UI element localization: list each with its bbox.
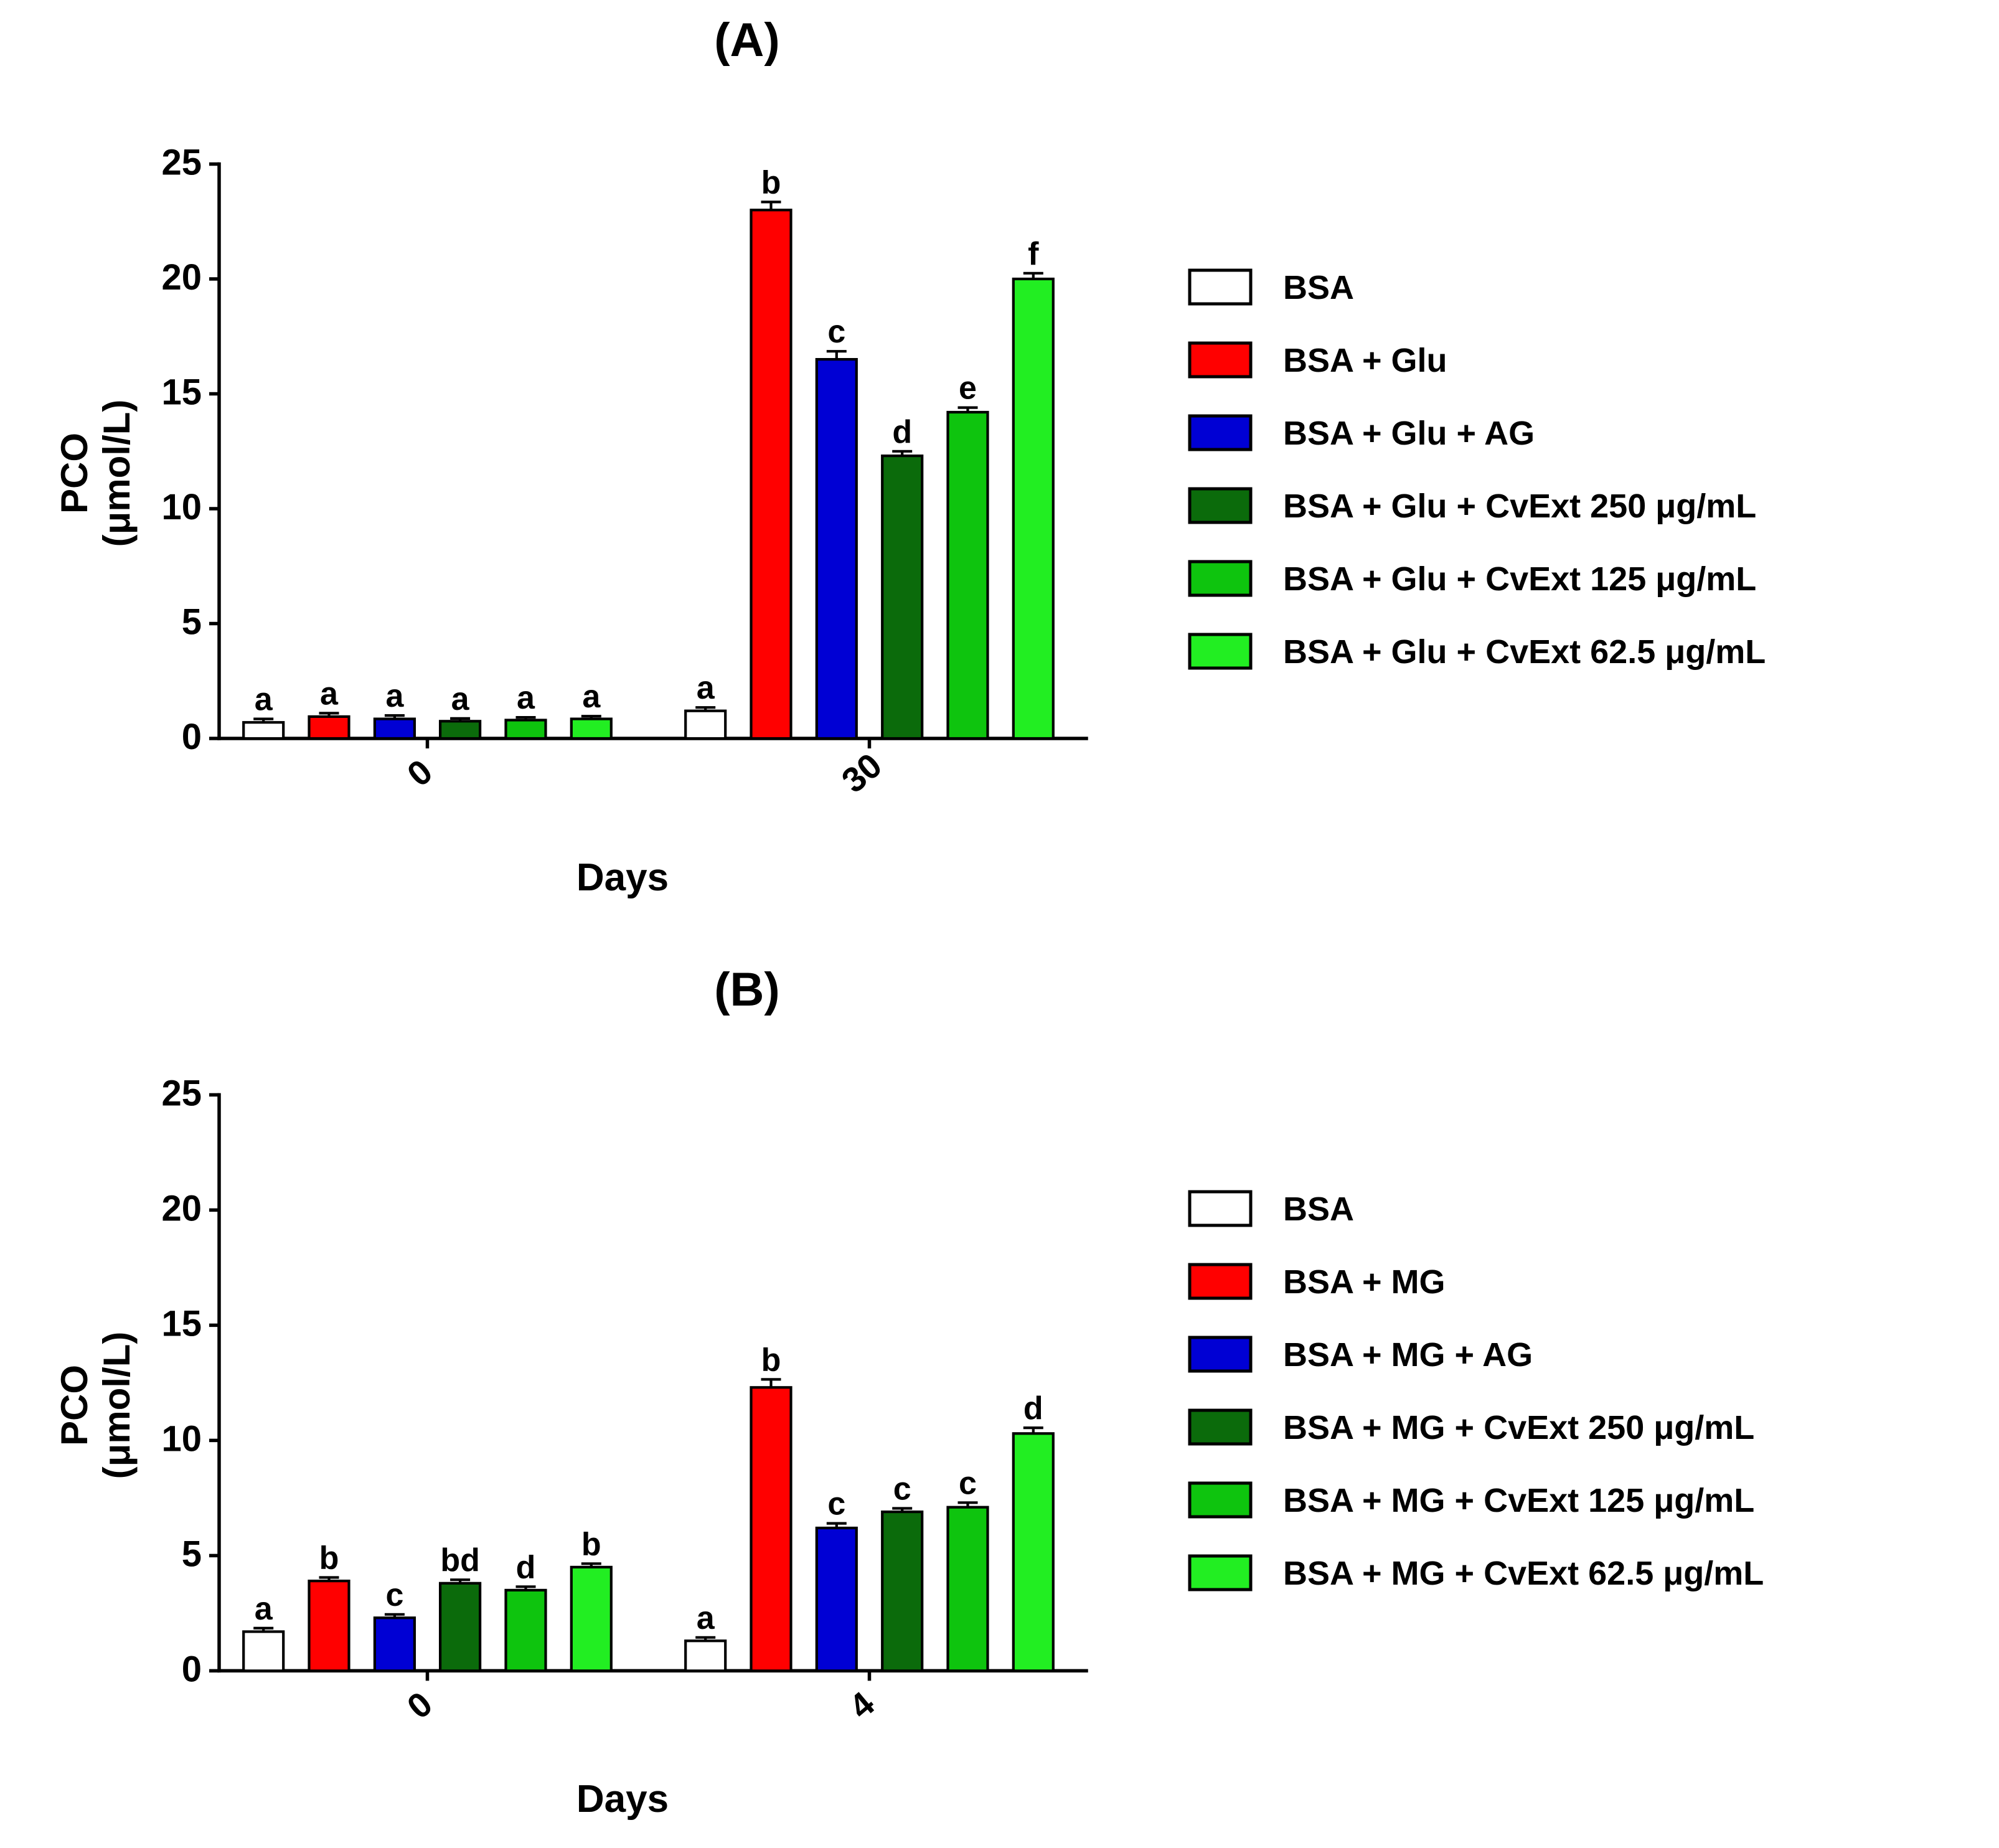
svg-text:0: 0	[182, 1649, 202, 1689]
svg-text:a: a	[697, 670, 715, 706]
svg-text:0: 0	[182, 717, 202, 757]
svg-text:a: a	[320, 676, 339, 712]
svg-text:15: 15	[161, 1303, 202, 1344]
svg-text:BSA + MG + CvExt 125 μg/mL: BSA + MG + CvExt 125 μg/mL	[1283, 1482, 1754, 1519]
svg-text:BSA: BSA	[1283, 269, 1354, 306]
svg-text:c: c	[893, 1471, 911, 1507]
svg-text:a: a	[451, 681, 470, 717]
svg-text:e: e	[959, 370, 977, 407]
svg-text:d: d	[516, 1549, 536, 1585]
svg-text:5: 5	[182, 1534, 202, 1574]
svg-text:BSA + MG: BSA + MG	[1283, 1263, 1446, 1301]
svg-text:bd: bd	[440, 1542, 480, 1578]
svg-text:f: f	[1028, 236, 1039, 272]
svg-text:25: 25	[161, 1073, 202, 1113]
svg-text:b: b	[581, 1526, 601, 1562]
svg-text:c: c	[827, 1486, 845, 1522]
svg-text:BSA + Glu + CvExt 125 μg/mL: BSA + Glu + CvExt 125 μg/mL	[1283, 560, 1756, 598]
svg-text:b: b	[761, 164, 781, 200]
svg-text:b: b	[319, 1540, 339, 1577]
svg-text:PCO: PCO	[54, 433, 95, 514]
svg-text:5: 5	[182, 602, 202, 643]
svg-text:(μmol/L): (μmol/L)	[96, 1332, 138, 1479]
svg-text:10: 10	[161, 1418, 202, 1459]
svg-text:a: a	[582, 679, 601, 715]
svg-text:Days: Days	[576, 856, 669, 899]
svg-text:25: 25	[161, 143, 202, 183]
svg-text:10: 10	[161, 487, 202, 527]
svg-text:(μmol/L): (μmol/L)	[96, 400, 138, 547]
svg-text:d: d	[1023, 1390, 1043, 1426]
svg-text:20: 20	[161, 1188, 202, 1228]
svg-text:a: a	[385, 678, 404, 714]
svg-text:Days: Days	[576, 1778, 669, 1821]
svg-text:b: b	[761, 1342, 781, 1378]
svg-text:BSA + MG + CvExt 250 μg/mL: BSA + MG + CvExt 250 μg/mL	[1283, 1409, 1754, 1446]
svg-text:BSA + Glu + CvExt 250 μg/mL: BSA + Glu + CvExt 250 μg/mL	[1283, 488, 1756, 525]
svg-text:PCO: PCO	[54, 1365, 95, 1446]
svg-text:BSA + MG + CvExt 62.5 μg/mL: BSA + MG + CvExt 62.5 μg/mL	[1283, 1555, 1764, 1592]
svg-text:BSA + Glu: BSA + Glu	[1283, 342, 1447, 379]
svg-text:15: 15	[161, 372, 202, 413]
svg-text:a: a	[517, 680, 535, 716]
svg-text:BSA + MG + AG: BSA + MG + AG	[1283, 1336, 1533, 1374]
svg-text:BSA: BSA	[1283, 1190, 1354, 1228]
svg-text:(A): (A)	[714, 14, 780, 67]
svg-text:c: c	[385, 1577, 403, 1613]
svg-text:d: d	[892, 414, 912, 450]
svg-text:c: c	[827, 314, 845, 350]
svg-text:c: c	[959, 1465, 977, 1501]
svg-text:a: a	[255, 682, 273, 718]
svg-text:(B): (B)	[714, 963, 780, 1016]
svg-text:20: 20	[161, 257, 202, 298]
svg-text:a: a	[255, 1591, 273, 1627]
svg-text:a: a	[697, 1600, 715, 1636]
svg-text:BSA + Glu + AG: BSA + Glu + AG	[1283, 415, 1535, 452]
svg-text:BSA + Glu + CvExt 62.5 μg/mL: BSA + Glu + CvExt 62.5 μg/mL	[1283, 633, 1766, 671]
